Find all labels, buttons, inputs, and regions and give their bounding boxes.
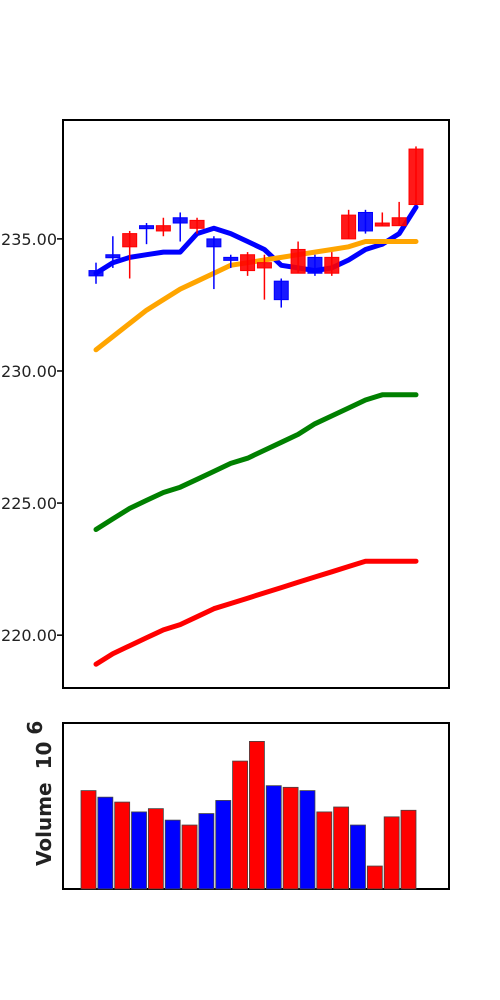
volume-bar: [400, 809, 417, 890]
candle-body: [206, 238, 222, 248]
series-line: [93, 204, 419, 276]
series-line: [93, 558, 419, 667]
volume-bar: [383, 816, 400, 890]
volume-axis-label: Volume 10 6: [23, 721, 56, 866]
volume-bar: [215, 800, 232, 890]
volume-bar: [366, 865, 383, 890]
volume-bar: [147, 808, 164, 890]
candle-body: [391, 217, 407, 227]
candle-body: [88, 270, 104, 277]
volume-axis-label-text: Volume: [32, 782, 56, 866]
candle-body: [374, 222, 390, 227]
series-line: [93, 392, 419, 532]
volume-bar: [181, 824, 198, 890]
candle-body: [324, 256, 340, 274]
volume-bar: [131, 811, 147, 890]
price-y-axis: 220.00 225.00 230.00 235.00: [1, 230, 63, 645]
volume-bar: [232, 760, 248, 890]
series-line: [93, 239, 419, 353]
candle-body: [240, 254, 256, 272]
volume-bar: [80, 790, 97, 890]
candle-body: [273, 280, 289, 301]
volume-bar: [282, 786, 299, 890]
volume-bar: [316, 811, 333, 890]
y-tick-label: 225.00: [1, 494, 57, 513]
candle-body: [105, 254, 121, 259]
price-panel: 220.00 225.00 230.00 235.00: [1, 119, 450, 689]
moving-average-lines: [93, 204, 419, 667]
volume-panel: Volume 10 6: [23, 721, 450, 890]
candle-body: [290, 248, 306, 274]
candle-body: [408, 148, 424, 206]
candle-body: [155, 225, 171, 232]
y-tick-label: 235.00: [1, 230, 57, 249]
volume-bar: [97, 796, 114, 890]
candle-body: [256, 262, 272, 269]
volume-bar: [299, 790, 316, 890]
candle-body: [189, 219, 205, 229]
volume-bar: [198, 813, 215, 890]
candlesticks: [88, 146, 424, 308]
volume-bar: [350, 824, 366, 890]
candle-body: [223, 256, 239, 261]
candle-body: [307, 256, 323, 274]
volume-axis-base: 10: [32, 742, 56, 770]
y-tick-label: 230.00: [1, 362, 57, 381]
y-tick-label: 220.00: [1, 626, 57, 645]
volume-bars: [80, 741, 417, 890]
volume-bar: [265, 785, 282, 890]
volume-bar: [114, 801, 131, 890]
candle-body: [139, 225, 155, 230]
candle-body: [122, 233, 138, 248]
candle-body: [172, 217, 188, 224]
candle-body: [341, 214, 357, 240]
price-plot-frame: [62, 119, 450, 689]
volume-axis-exponent: 6: [23, 721, 47, 735]
volume-bar: [249, 741, 265, 890]
volume-bar: [164, 819, 181, 890]
candle-body: [357, 211, 373, 232]
volume-bar: [333, 806, 350, 890]
